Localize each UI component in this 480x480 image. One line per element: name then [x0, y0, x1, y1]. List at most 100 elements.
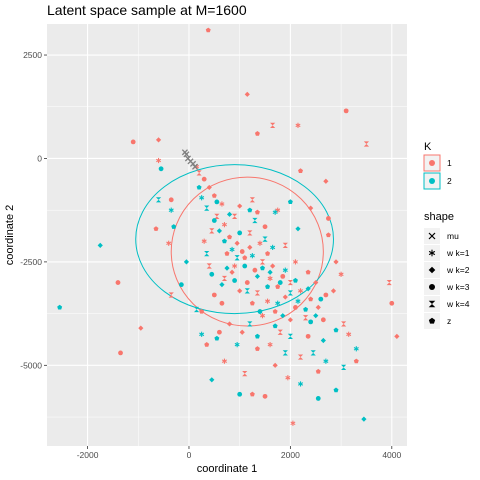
point-k2 [310, 350, 316, 356]
point-k2 [320, 337, 326, 344]
point-k1 [237, 203, 243, 209]
point-k1 [333, 259, 339, 265]
point-k2 [171, 224, 177, 229]
point-k1 [293, 305, 298, 310]
point-k2 [254, 333, 260, 339]
point-k1 [325, 232, 331, 238]
point-k1 [156, 157, 162, 164]
point-k1 [206, 184, 212, 191]
point-k2 [214, 199, 220, 205]
point-k2 [219, 282, 225, 288]
point-k2 [196, 184, 202, 190]
legend-color: K 1 2 [423, 141, 452, 190]
point-k2 [57, 304, 63, 310]
point-k1 [389, 300, 395, 306]
point-k2 [199, 195, 205, 201]
point-k1 [254, 209, 260, 215]
legend-color-swatch [429, 178, 435, 184]
legend-shape-title: shape [424, 211, 454, 223]
point-k1 [226, 321, 233, 327]
point-k1 [216, 329, 222, 335]
point-k1 [272, 362, 278, 368]
point-k1 [221, 358, 227, 364]
point-k1 [153, 226, 159, 231]
point-k1 [305, 269, 311, 275]
point-k2 [292, 277, 298, 283]
point-k1 [237, 288, 243, 294]
point-k2 [216, 228, 222, 234]
point-k2 [209, 271, 215, 277]
point-k1 [270, 122, 276, 128]
legend-shape-label: mu [447, 231, 459, 241]
point-k1 [290, 420, 296, 426]
plot-panel [47, 24, 407, 446]
point-k2 [168, 207, 174, 213]
point-k1 [234, 240, 240, 246]
point-k1 [308, 205, 314, 211]
point-k1 [242, 255, 248, 260]
point-k2 [226, 211, 233, 217]
legend-shape-label: w k=4 [446, 299, 470, 309]
diamond-icon [428, 266, 436, 274]
point-k1 [211, 193, 217, 198]
confidence-ellipses [135, 164, 334, 327]
pentagon-icon [428, 317, 436, 324]
point-k1 [363, 141, 370, 147]
point-k2 [237, 391, 243, 397]
point-k2 [155, 197, 162, 203]
point-k1 [221, 222, 227, 228]
point-k2 [295, 226, 301, 232]
legend-color-swatch [429, 160, 435, 166]
point-k1 [249, 391, 255, 397]
ellipse-k2 [135, 164, 334, 315]
point-k2 [252, 217, 258, 224]
point-k1 [282, 294, 288, 300]
data-points [57, 27, 400, 426]
point-k2 [254, 273, 261, 279]
x-axis-title: coordinate 1 [197, 463, 258, 475]
point-k1 [257, 240, 263, 246]
x-tick-label: 2000 [281, 450, 300, 460]
asterisk-icon [428, 249, 436, 257]
point-k1 [287, 279, 293, 286]
point-k2 [199, 331, 205, 337]
point-k1 [244, 91, 250, 97]
point-k1 [313, 279, 319, 286]
point-k1 [196, 170, 202, 176]
point-k2 [275, 300, 281, 306]
point-k2 [193, 306, 200, 313]
point-k2 [318, 296, 324, 302]
axes: -2000 0 2000 4000 2500 0 -2500 -5000 [20, 50, 401, 460]
y-tick-label: 0 [37, 153, 42, 163]
y-tick-label: -2500 [20, 257, 42, 267]
point-k1 [247, 244, 253, 251]
point-k1 [262, 393, 268, 399]
point-k2 [333, 327, 339, 333]
cross-icon [428, 232, 436, 240]
y-tick-label: -5000 [20, 360, 42, 370]
point-k1 [239, 329, 245, 335]
point-k2 [341, 364, 347, 370]
point-k2 [229, 246, 235, 253]
point-k1 [201, 176, 207, 182]
point-k1 [219, 201, 225, 207]
point-k2 [209, 377, 215, 383]
point-k2 [287, 290, 293, 296]
point-k1 [224, 251, 230, 256]
point-k2 [234, 255, 240, 261]
point-k1 [138, 325, 144, 331]
point-k2 [282, 350, 288, 356]
point-k2 [247, 321, 253, 327]
x-tick-label: 4000 [382, 450, 401, 460]
point-k2 [282, 267, 288, 273]
point-mu [191, 163, 199, 170]
point-k1 [221, 275, 228, 282]
point-k2 [323, 358, 329, 364]
point-k1 [247, 230, 253, 236]
point-k1 [386, 279, 392, 286]
legend-shape-label: w k=3 [446, 282, 470, 292]
point-k1 [199, 308, 205, 314]
point-k1 [254, 131, 260, 136]
circle-icon [429, 284, 435, 290]
point-k1 [270, 263, 276, 269]
